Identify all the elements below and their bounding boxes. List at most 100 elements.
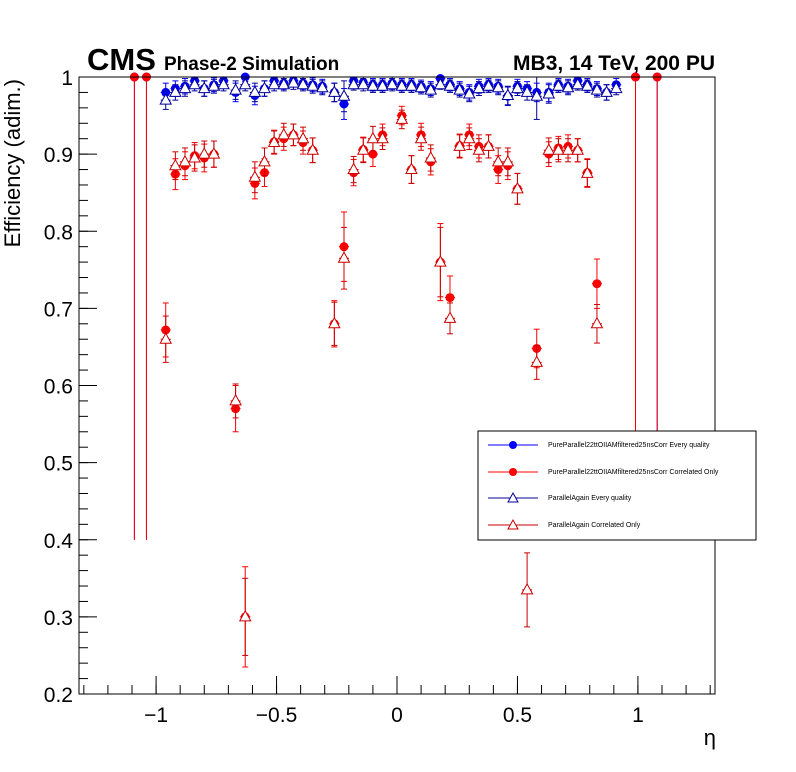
- data-point: [159, 93, 173, 105]
- data-point: [472, 81, 486, 94]
- y-tick-label: 0.4: [44, 530, 74, 553]
- legend-entry-4: ParallelAgain Correlated Only: [548, 522, 641, 529]
- data-point: [592, 279, 602, 289]
- data-point: [337, 251, 351, 263]
- data-point: [501, 154, 515, 167]
- run-info-label: MB3, 14 TeV, 200 PU: [513, 52, 715, 75]
- data-point: [296, 77, 310, 90]
- data-point: [207, 147, 221, 159]
- data-point: [188, 77, 201, 90]
- data-point: [337, 89, 351, 101]
- data-point: [443, 79, 457, 91]
- data-point: [552, 79, 565, 91]
- data-point: [366, 131, 380, 144]
- phase2-label: Phase-2 Simulation: [164, 54, 339, 75]
- y-tick-label: 0.5: [44, 453, 73, 476]
- data-point: [178, 154, 192, 167]
- data-point: [328, 85, 341, 97]
- data-point: [238, 609, 252, 622]
- legend: PureParallel22ttOIIAMfiltered25nsCorr Ev…: [477, 430, 757, 541]
- data-point: [258, 81, 271, 94]
- x-tick-label: −1: [144, 704, 168, 727]
- y-tick-label: 0.6: [44, 376, 73, 399]
- data-point: [347, 77, 360, 90]
- x-tick-label: 0: [391, 704, 403, 727]
- data-point: [197, 81, 211, 94]
- data-point: [315, 80, 329, 93]
- plot-frame: [78, 76, 716, 695]
- data-point: [434, 77, 447, 90]
- data-point: [511, 181, 524, 194]
- data-series: [129, 72, 662, 668]
- data-point: [453, 83, 466, 95]
- y-tick-label: 0.7: [44, 298, 73, 321]
- data-point: [229, 83, 242, 95]
- data-point: [169, 158, 182, 171]
- data-point: [462, 131, 476, 144]
- series-3: [159, 76, 623, 120]
- data-point: [277, 127, 291, 140]
- data-point: [347, 162, 360, 175]
- legend-box: [477, 430, 757, 541]
- data-point: [405, 162, 418, 175]
- x-tick-label: −0.5: [256, 704, 297, 727]
- data-point: [552, 143, 565, 155]
- y-tick-label: 0.8: [44, 221, 73, 244]
- data-point: [561, 143, 575, 155]
- data-point: [277, 77, 291, 90]
- data-point: [424, 83, 438, 95]
- data-point: [520, 85, 534, 97]
- y-tick-label: 0.9: [44, 144, 73, 167]
- data-point: [217, 77, 230, 90]
- y-axis-title: Efficiency (adim.): [0, 79, 25, 247]
- data-point: [609, 81, 623, 94]
- data-point: [306, 79, 320, 91]
- data-point: [590, 83, 604, 95]
- y-tick-label: 0.3: [44, 607, 73, 630]
- data-point: [580, 166, 594, 178]
- x-tick-label: 0.5: [503, 704, 532, 727]
- data-point: [434, 255, 447, 267]
- data-point: [356, 143, 370, 155]
- data-point: [287, 76, 300, 88]
- data-point: [287, 127, 300, 140]
- data-point: [248, 170, 262, 182]
- data-point: [571, 143, 585, 155]
- data-point: [207, 79, 221, 91]
- legend-marker-1: [509, 441, 517, 449]
- data-point: [376, 131, 389, 144]
- data-point: [229, 393, 242, 406]
- data-point: [424, 150, 438, 163]
- data-point: [248, 85, 262, 97]
- data-point: [472, 143, 486, 155]
- data-point: [414, 80, 428, 93]
- data-point: [306, 143, 320, 155]
- data-point: [501, 88, 515, 101]
- data-point: [530, 355, 544, 367]
- data-point: [530, 89, 544, 101]
- data-point: [414, 131, 428, 144]
- data-point: [395, 79, 409, 91]
- legend-marker-3: [507, 491, 519, 503]
- data-point: [368, 149, 378, 159]
- cms-label: CMS: [87, 42, 156, 77]
- data-point: [600, 85, 613, 97]
- data-point: [561, 80, 575, 93]
- data-point: [258, 154, 271, 167]
- data-point: [571, 77, 585, 90]
- data-point: [267, 77, 281, 90]
- data-point: [395, 112, 409, 124]
- data-point: [491, 80, 505, 93]
- data-point: [169, 85, 182, 97]
- data-point: [542, 86, 556, 99]
- data-point: [159, 332, 173, 344]
- data-point: [491, 154, 505, 167]
- x-tick-label: 1: [632, 704, 644, 727]
- data-point: [542, 143, 556, 155]
- data-point: [580, 79, 594, 91]
- data-point: [443, 311, 457, 323]
- legend-entry-2: PureParallel22ttOIIAMfiltered25nsCorr Co…: [548, 469, 719, 476]
- data-point: [385, 77, 399, 90]
- legend-marker-4: [507, 518, 519, 530]
